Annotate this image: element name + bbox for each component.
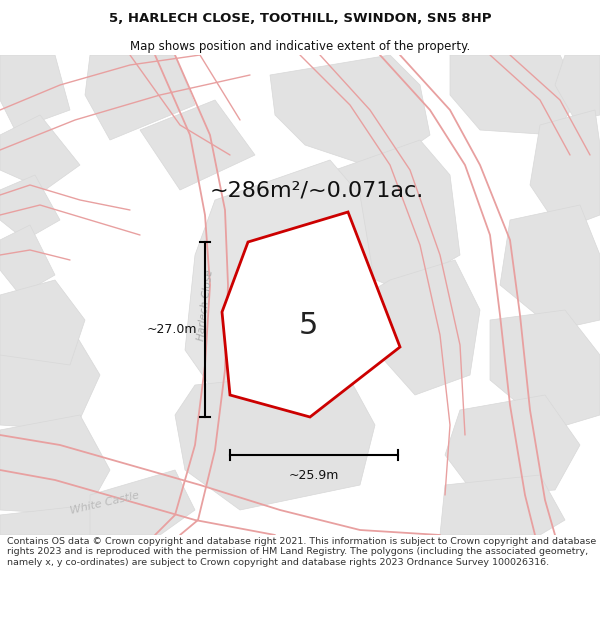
Polygon shape xyxy=(450,55,580,135)
Text: 5, HARLECH CLOSE, TOOTHILL, SWINDON, SN5 8HP: 5, HARLECH CLOSE, TOOTHILL, SWINDON, SN5… xyxy=(109,12,491,25)
Polygon shape xyxy=(0,225,55,295)
Text: ~286m²/~0.071ac.: ~286m²/~0.071ac. xyxy=(210,180,424,200)
Polygon shape xyxy=(315,140,460,290)
Polygon shape xyxy=(445,395,580,495)
Polygon shape xyxy=(185,160,380,400)
Polygon shape xyxy=(0,415,110,515)
Polygon shape xyxy=(0,175,60,240)
Text: ~25.9m: ~25.9m xyxy=(289,469,339,482)
Polygon shape xyxy=(555,55,600,120)
Polygon shape xyxy=(140,100,255,190)
Polygon shape xyxy=(365,260,480,395)
Polygon shape xyxy=(490,310,600,430)
Text: 5: 5 xyxy=(298,311,317,341)
Polygon shape xyxy=(270,55,430,170)
Polygon shape xyxy=(85,55,195,140)
Polygon shape xyxy=(0,280,85,365)
Polygon shape xyxy=(90,470,195,535)
Polygon shape xyxy=(500,205,600,330)
Polygon shape xyxy=(0,115,80,190)
Text: Harlech Close: Harlech Close xyxy=(196,269,214,341)
Polygon shape xyxy=(440,475,565,535)
Polygon shape xyxy=(222,212,400,417)
Polygon shape xyxy=(175,370,375,510)
Text: ~27.0m: ~27.0m xyxy=(146,323,197,336)
Polygon shape xyxy=(0,505,105,535)
Text: White Castle: White Castle xyxy=(70,490,140,516)
Text: Map shows position and indicative extent of the property.: Map shows position and indicative extent… xyxy=(130,39,470,52)
Polygon shape xyxy=(0,55,70,130)
Polygon shape xyxy=(530,110,600,230)
Text: Contains OS data © Crown copyright and database right 2021. This information is : Contains OS data © Crown copyright and d… xyxy=(7,537,596,567)
Polygon shape xyxy=(0,325,100,430)
